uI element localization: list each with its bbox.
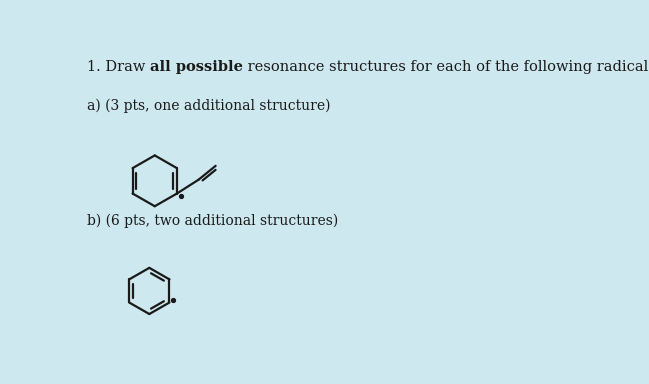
Text: 1. Draw: 1. Draw <box>88 60 151 74</box>
Text: resonance structures for each of the following radicals:: resonance structures for each of the fol… <box>243 60 649 74</box>
Text: b) (6 pts, two additional structures): b) (6 pts, two additional structures) <box>88 214 339 228</box>
Text: a) (3 pts, one additional structure): a) (3 pts, one additional structure) <box>88 98 331 113</box>
Text: all possible: all possible <box>151 60 243 74</box>
